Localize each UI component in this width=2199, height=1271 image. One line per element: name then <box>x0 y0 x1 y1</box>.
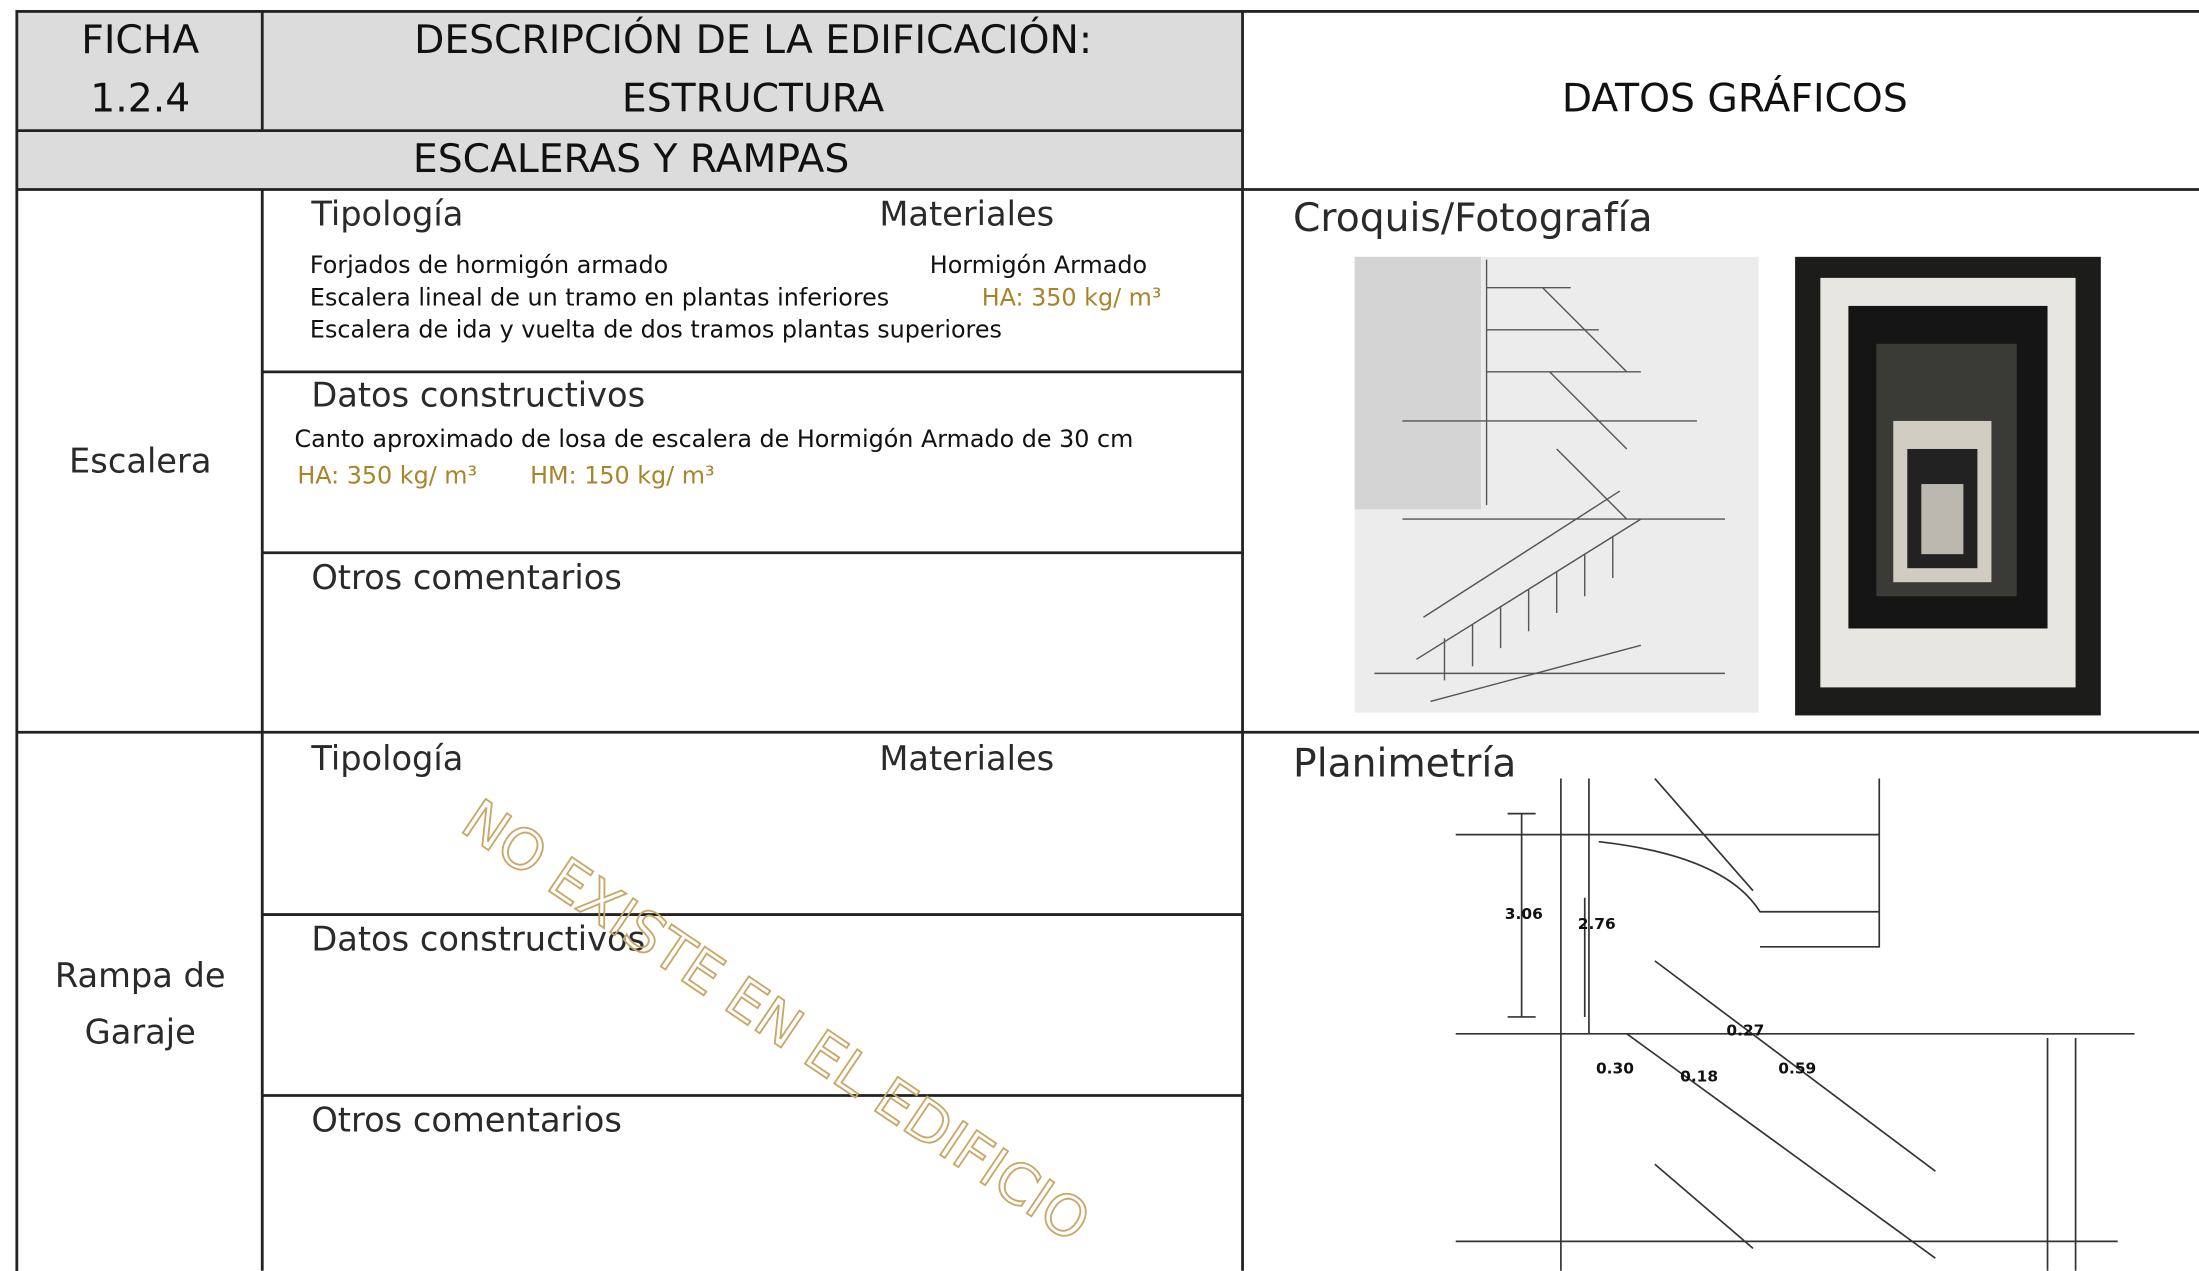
datos-material: HA: 350 kg/ m³ <box>297 462 477 490</box>
right-title: DATOS GRÁFICOS <box>1562 75 1908 122</box>
dimension: 2.76 <box>1578 915 1616 933</box>
material-item: HA: 350 kg/ m³ <box>982 283 1162 311</box>
materiales-label: Materiales <box>879 195 1054 234</box>
tipologia-item: Escalera de ida y vuelta de dos tramos p… <box>310 316 1002 344</box>
tipologia-label: Tipología <box>310 195 463 234</box>
dimension: 0.30 <box>1596 1059 1634 1077</box>
datos-text: Canto aproximado de losa de escalera de … <box>295 425 1134 453</box>
tipologia-label: Tipología <box>310 739 463 778</box>
plan-dimensions: 3.06 2.76 0.27 0.30 0.18 0.59 <box>1505 905 1816 1086</box>
tipologia-item: Escalera lineal de un tramo en plantas i… <box>310 283 889 311</box>
sketch-image <box>1354 256 1759 713</box>
tipologia-item: Forjados de hormigón armado <box>310 251 668 279</box>
section-name: Escalera <box>69 442 211 481</box>
otros-label: Otros comentarios <box>311 1101 622 1140</box>
sketch-label: Croquis/Fotografía <box>1293 196 1653 241</box>
section-name: Rampa de <box>55 956 226 995</box>
ficha-number: 1.2.4 <box>90 77 190 122</box>
plan-image <box>1455 777 2135 1271</box>
table-grid <box>15 10 2199 1271</box>
ficha-label: FICHA <box>81 18 199 63</box>
datos-material: HM: 150 kg/ m³ <box>530 462 714 490</box>
datos-label: Datos constructivos <box>311 920 645 959</box>
otros-label: Otros comentarios <box>311 558 622 597</box>
material-item: Hormigón Armado <box>930 251 1147 279</box>
photo-image <box>1795 256 2101 716</box>
watermark: NO EXISTE EN EL EDIFICIO <box>450 787 1101 1255</box>
dimension: 3.06 <box>1505 905 1543 923</box>
dimension: 0.27 <box>1726 1021 1764 1039</box>
dimension: 0.18 <box>1680 1068 1718 1086</box>
datos-label: Datos constructivos <box>311 376 645 415</box>
title: DESCRIPCIÓN DE LA EDIFICACIÓN: <box>414 16 1092 63</box>
header-bg <box>16 11 1243 190</box>
subtitle: ESCALERAS Y RAMPAS <box>413 137 849 182</box>
materiales-label: Materiales <box>879 739 1054 778</box>
dimension: 0.59 <box>1778 1059 1816 1077</box>
title: ESTRUCTURA <box>622 77 884 122</box>
plan-label: Planimetría <box>1293 741 1516 786</box>
section-name: Garaje <box>85 1012 196 1051</box>
